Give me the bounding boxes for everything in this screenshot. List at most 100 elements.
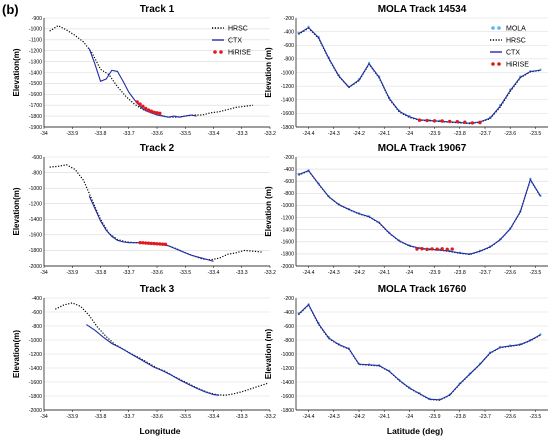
legend-entry-hrsc: HRSC — [212, 26, 248, 33]
y-tick-label: -1400 — [29, 366, 42, 372]
chart-panel-6: MOLA Track 16760 -1800 -1600 -1400 -1200 -100… — [264, 284, 548, 420]
x-tick-label: -24.1 — [378, 414, 390, 420]
y-tick-label: -800 — [284, 338, 294, 344]
legend-label: HRSC — [228, 26, 248, 33]
x-tick-label: -33.6 — [151, 131, 163, 137]
y-tick-label: -600 — [284, 179, 294, 185]
x-tick-label: -24.4 — [303, 414, 315, 420]
x-tick-label: -33.6 — [151, 270, 163, 276]
y-tick-label: -200 — [284, 296, 294, 302]
data-point — [144, 241, 148, 245]
y-tick-label: -1800 — [29, 248, 42, 254]
y-tick-label: -1400 — [29, 70, 42, 76]
data-point — [138, 240, 142, 245]
legend-entry-ctx: CTX — [490, 50, 520, 57]
x-tick-label: -24.3 — [328, 270, 340, 276]
y-tick-label: -1000 — [281, 70, 294, 76]
x-tick-label: -23.9 — [429, 270, 441, 276]
series-ctx — [88, 48, 197, 118]
x-tick-label: -33.5 — [179, 414, 191, 420]
x-tick-label: -33.7 — [123, 270, 135, 276]
x-tick-label: -24.2 — [353, 131, 365, 137]
data-point — [415, 247, 419, 251]
series-line — [298, 26, 541, 124]
y-tick-label: -1000 — [29, 27, 42, 33]
data-point — [425, 247, 429, 252]
x-tick-label: -23.8 — [454, 414, 466, 420]
data-point — [144, 106, 148, 111]
y-tick-label: -1600 — [281, 394, 294, 400]
chart-panel-4: MOLA Track 14534 -1800 -1600 -1400 -1200 -100… — [264, 4, 548, 137]
y-tick-label: -1400 — [281, 227, 294, 233]
data-point — [141, 104, 145, 108]
y-tick-label: -1200 — [281, 366, 294, 372]
data-point — [155, 242, 159, 246]
x-tick-label: -33.4 — [208, 414, 220, 420]
y-tick-label: -800 — [284, 191, 294, 197]
series-hrsc — [55, 302, 268, 396]
data-point — [470, 121, 475, 125]
legend-marker — [213, 50, 217, 54]
series-hirise — [135, 100, 162, 116]
legend-entry-mola: MOLA — [491, 26, 526, 33]
x-tick-label: -24.1 — [378, 270, 390, 276]
series-hirise — [417, 118, 482, 125]
series-hrsc — [49, 164, 262, 261]
y-tick-label: -400 — [284, 310, 294, 316]
y-tick-label: -1600 — [29, 380, 42, 386]
x-tick-label: -24 — [406, 414, 414, 420]
y-tick-label: -1300 — [29, 59, 42, 65]
legend-label: CTX — [506, 50, 520, 57]
x-tick-label: -24.4 — [303, 131, 315, 137]
series-line — [86, 324, 220, 396]
data-point — [135, 100, 139, 104]
data-point — [138, 102, 142, 106]
y-tick-label: -1200 — [29, 352, 42, 358]
x-tick-label: -23.9 — [429, 414, 441, 420]
data-point — [155, 111, 159, 115]
y-tick-label: -1000 — [29, 338, 42, 344]
chart-panel-1: Track 1 -1900 -1800 -1700 -1600 -1500 -1400 -13… — [12, 4, 276, 137]
x-tick-label: -23.7 — [479, 414, 491, 420]
right-x-axis-label: Latitude (deg) — [387, 426, 443, 436]
chart-panel-5: MOLA Track 19067 -2000 -1800 -1600 -1400 -120… — [264, 143, 548, 276]
data-point — [163, 242, 168, 247]
legend-marker — [491, 62, 495, 66]
series-line — [88, 48, 197, 118]
y-tick-label: -600 — [32, 310, 42, 316]
y-tick-label: -800 — [32, 170, 42, 176]
chart-title: Track 3 — [140, 284, 175, 295]
data-point — [440, 119, 444, 123]
series-hirise — [138, 240, 168, 247]
x-tick-label: -24.3 — [328, 131, 340, 137]
x-tick-label: -33.8 — [95, 270, 107, 276]
x-tick-label: -24 — [406, 131, 414, 137]
y-tick-label: -800 — [32, 324, 42, 330]
series-ctx — [298, 303, 541, 401]
legend-label: HRSC — [506, 38, 526, 45]
x-tick-label: -23.6 — [504, 270, 516, 276]
data-point — [146, 108, 151, 112]
data-point — [430, 247, 434, 251]
series-mola — [297, 303, 542, 401]
y-tick-label: -2000 — [281, 264, 294, 270]
y-tick-label: -1600 — [281, 240, 294, 246]
x-tick-label: -24.1 — [378, 131, 390, 137]
x-tick-label: -24.2 — [353, 414, 365, 420]
series-mola — [297, 169, 542, 256]
data-point — [146, 241, 151, 245]
legend-entry-ctx: CTX — [212, 38, 242, 45]
legend-entry-hirise: HiRISE — [213, 50, 251, 57]
legend-label: MOLA — [506, 26, 526, 33]
y-tick-label: -1000 — [29, 186, 42, 192]
chart-title: MOLA Track 14534 — [378, 4, 467, 15]
y-tick-label: -1600 — [29, 92, 42, 98]
x-tick-label: -23.8 — [454, 131, 466, 137]
x-tick-label: -33.3 — [236, 270, 248, 276]
y-tick-label: -600 — [284, 324, 294, 330]
x-tick-label: -23.8 — [454, 270, 466, 276]
x-tick-label: -33.8 — [95, 414, 107, 420]
y-tick-label: -1000 — [281, 203, 294, 209]
y-axis-label: Elevation (m) — [264, 186, 273, 237]
